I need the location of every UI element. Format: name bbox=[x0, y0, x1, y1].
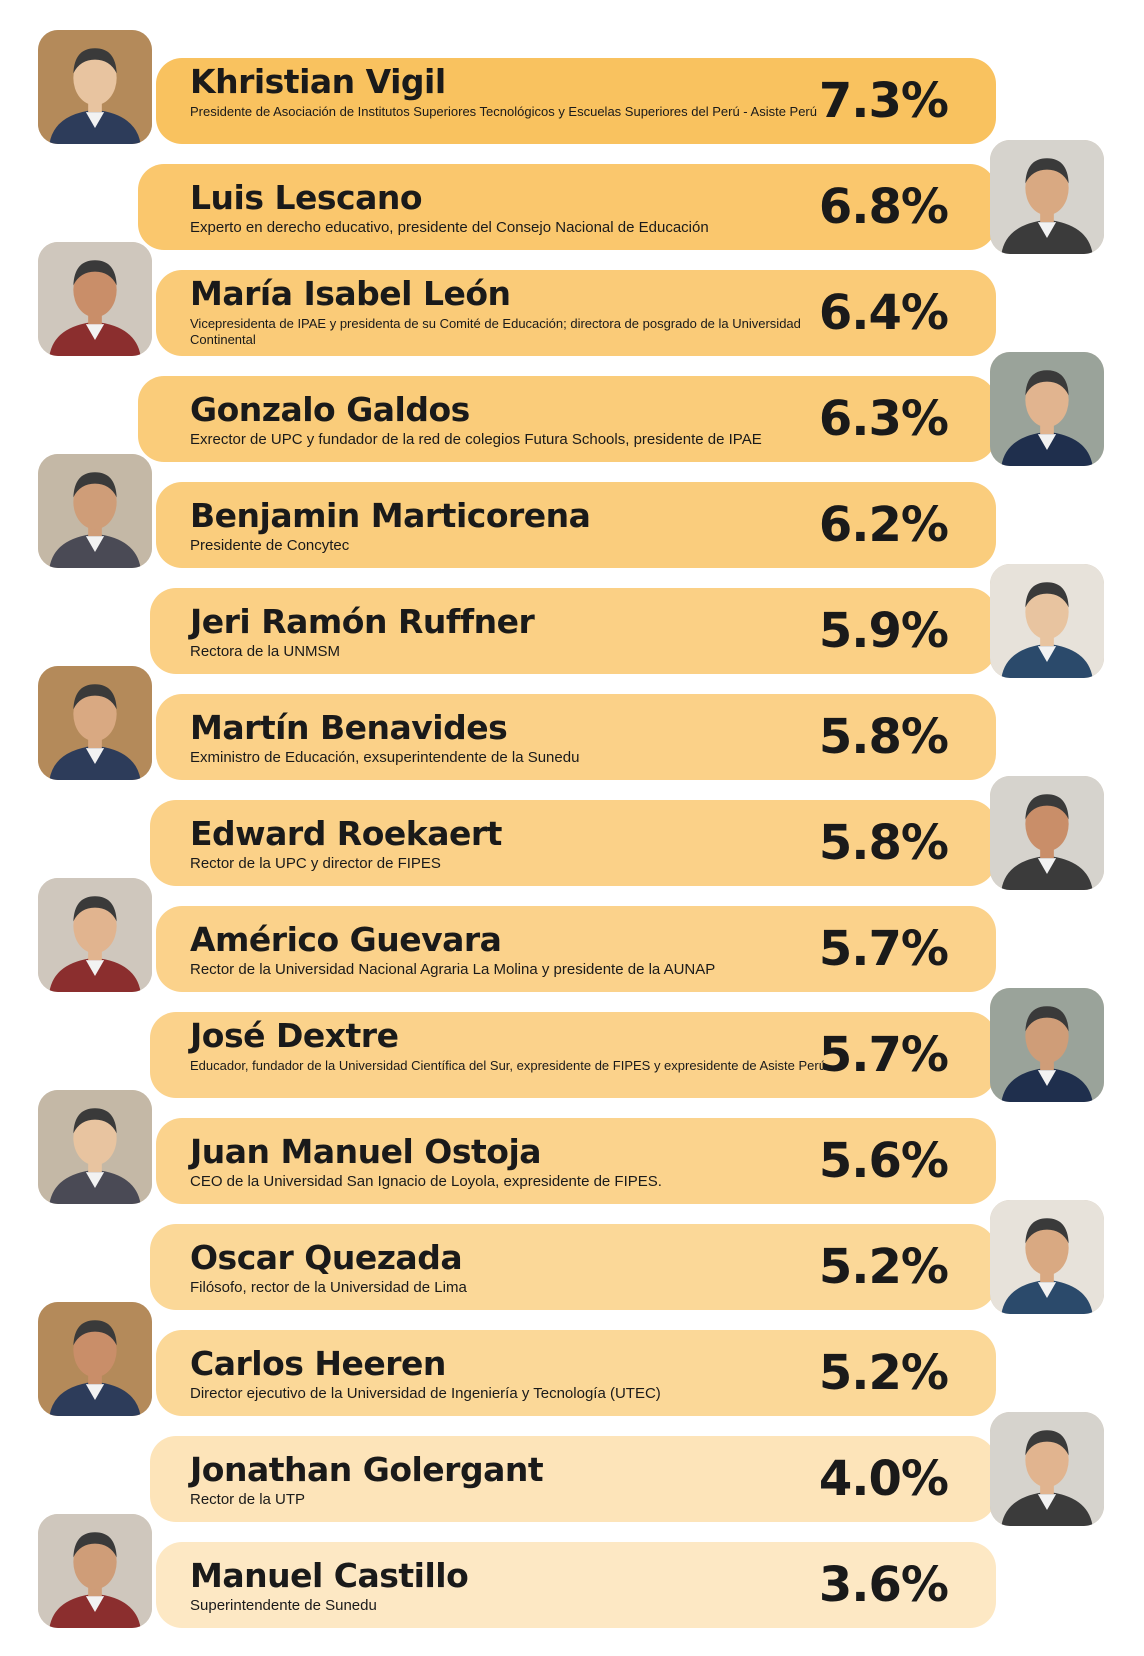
portrait-photo-6 bbox=[990, 564, 1104, 678]
category-label-14: Jonathan Golergant bbox=[190, 1450, 544, 1489]
bar-5 bbox=[156, 482, 996, 568]
portrait-photo-8 bbox=[990, 776, 1104, 890]
category-label-5: Benjamin Marticorena bbox=[190, 496, 591, 535]
bar-13 bbox=[156, 1330, 996, 1416]
category-label-6: Jeri Ramón Ruffner bbox=[190, 602, 535, 641]
category-label-15: Manuel Castillo bbox=[190, 1556, 469, 1595]
portrait-photo-14 bbox=[990, 1412, 1104, 1526]
portrait-photo-4 bbox=[990, 352, 1104, 466]
portrait-photo-12 bbox=[990, 1200, 1104, 1314]
bar-4 bbox=[138, 376, 996, 462]
description-10: Educador, fundador de la Universidad Cie… bbox=[190, 1058, 826, 1073]
category-label-4: Gonzalo Galdos bbox=[190, 390, 470, 429]
description-8: Rector de la UPC y director de FIPES bbox=[190, 855, 441, 872]
data-label-11: 5.6% bbox=[818, 1133, 949, 1189]
category-label-7: Martín Benavides bbox=[190, 708, 508, 747]
bar-1 bbox=[156, 58, 996, 144]
data-label-10: 5.7% bbox=[818, 1027, 949, 1083]
description-7: Exministro de Educación, exsuperintenden… bbox=[190, 749, 580, 766]
portrait-photo-11 bbox=[38, 1090, 152, 1204]
description-13: Director ejecutivo de la Universidad de … bbox=[190, 1385, 661, 1402]
bar-9 bbox=[156, 906, 996, 992]
data-label-6: 5.9% bbox=[818, 603, 949, 659]
data-label-3: 6.4% bbox=[818, 285, 949, 341]
category-label-12: Oscar Quezada bbox=[190, 1238, 463, 1277]
description-12: Filósofo, rector de la Universidad de Li… bbox=[190, 1279, 467, 1296]
description-4: Exrector de UPC y fundador de la red de … bbox=[190, 431, 762, 448]
portrait-photo-5 bbox=[38, 454, 152, 568]
bar-6 bbox=[150, 588, 996, 674]
data-label-4: 6.3% bbox=[818, 391, 949, 447]
data-label-12: 5.2% bbox=[818, 1239, 949, 1295]
category-label-9: Américo Guevara bbox=[190, 920, 502, 959]
data-label-13: 5.2% bbox=[818, 1345, 949, 1401]
portrait-photo-15 bbox=[38, 1514, 152, 1628]
data-label-2: 6.8% bbox=[818, 179, 949, 235]
description-3: Vicepresidenta de IPAE y presidenta de s… bbox=[190, 316, 801, 347]
category-label-3: María Isabel León bbox=[190, 274, 511, 313]
bar-7 bbox=[156, 694, 996, 780]
data-label-8: 5.8% bbox=[818, 815, 949, 871]
bar-2 bbox=[138, 164, 996, 250]
category-label-2: Luis Lescano bbox=[190, 178, 423, 217]
description-5: Presidente de Concytec bbox=[190, 537, 350, 554]
portrait-photo-10 bbox=[990, 988, 1104, 1102]
bar-10 bbox=[150, 1012, 996, 1098]
description-9: Rector de la Universidad Nacional Agrari… bbox=[190, 961, 716, 978]
bar-8 bbox=[150, 800, 996, 886]
category-label-10: José Dextre bbox=[190, 1016, 399, 1055]
bar-12 bbox=[150, 1224, 996, 1310]
portrait-photo-13 bbox=[38, 1302, 152, 1416]
data-label-5: 6.2% bbox=[818, 497, 949, 553]
category-label-11: Juan Manuel Ostoja bbox=[190, 1132, 542, 1171]
portrait-photo-2 bbox=[990, 140, 1104, 254]
portrait-photo-7 bbox=[38, 666, 152, 780]
category-label-13: Carlos Heeren bbox=[190, 1344, 446, 1383]
bar-14 bbox=[150, 1436, 996, 1522]
bar-11 bbox=[156, 1118, 996, 1204]
description-15: Superintendente de Sunedu bbox=[190, 1597, 377, 1614]
description-11: CEO de la Universidad San Ignacio de Loy… bbox=[190, 1173, 662, 1190]
description-2: Experto en derecho educativo, presidente… bbox=[190, 219, 709, 236]
description-6: Rectora de la UNMSM bbox=[190, 643, 341, 660]
description-14: Rector de la UTP bbox=[190, 1491, 306, 1508]
portrait-photo-9 bbox=[38, 878, 152, 992]
bar-15 bbox=[156, 1542, 996, 1628]
category-label-8: Edward Roekaert bbox=[190, 814, 502, 853]
category-label-1: Khristian Vigil bbox=[190, 62, 446, 101]
data-label-15: 3.6% bbox=[818, 1557, 949, 1613]
bar-3 bbox=[156, 270, 996, 356]
data-label-14: 4.0% bbox=[818, 1451, 949, 1507]
portrait-photo-1 bbox=[38, 30, 152, 144]
data-label-7: 5.8% bbox=[818, 709, 949, 765]
data-label-1: 7.3% bbox=[818, 73, 949, 129]
description-1: Presidente de Asociación de Institutos S… bbox=[190, 104, 817, 119]
data-label-9: 5.7% bbox=[818, 921, 949, 977]
portrait-photo-3 bbox=[38, 242, 152, 356]
